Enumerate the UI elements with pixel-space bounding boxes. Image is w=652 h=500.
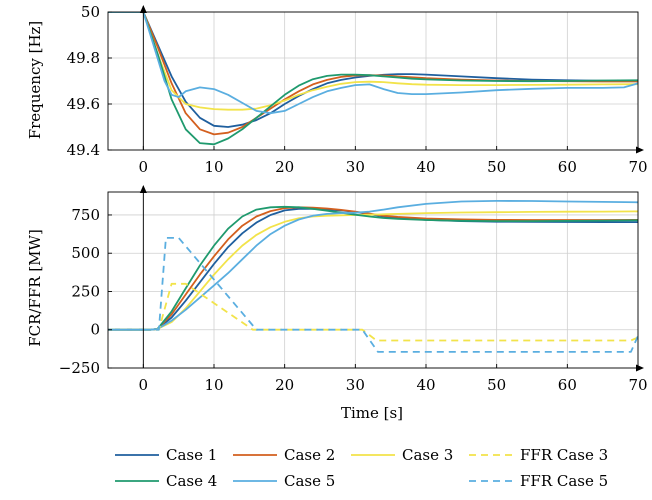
frequency-plot: Frequency [Hz] 0 10 20 30 40 50 60 70 49.4 49.6 49…	[26, 3, 648, 176]
series-line-case-5	[108, 200, 638, 331]
legend-label: Case 2	[284, 446, 335, 464]
power-plot: FCR/FFR [MW] Time [s] 0 10 20 30 40 50 60 70 −25…	[26, 185, 648, 422]
x-axis-arrow	[636, 364, 644, 372]
series-line-case-1	[108, 207, 638, 331]
series-line-case-2	[108, 12, 638, 136]
series-line-ffr-case-5	[108, 237, 638, 353]
x-axis-arrow	[636, 146, 644, 154]
power-axis-title: FCR/FFR [MW]	[26, 229, 44, 347]
legend-label: Case 5	[284, 472, 335, 490]
y-tick-label: 49.4	[67, 141, 100, 159]
y-axis-arrow	[139, 185, 147, 193]
y-tick-label: 0	[90, 321, 100, 339]
y-axis-arrow	[139, 5, 147, 13]
y-tick-label: 50	[81, 3, 100, 21]
x-tick-label: 60	[558, 158, 577, 176]
x-tick-label: 40	[416, 158, 435, 176]
y-tick-label: 750	[71, 206, 100, 224]
x-tick-label: 20	[275, 158, 294, 176]
x-tick-label: 70	[628, 158, 647, 176]
y-tick-label: 250	[71, 282, 100, 300]
legend-label: Case 4	[166, 472, 217, 490]
x-tick-label: 40	[416, 376, 435, 394]
x-tick-label: 60	[558, 376, 577, 394]
x-tick-label: 30	[346, 376, 365, 394]
series-line-ffr-case-3	[108, 282, 638, 342]
y-tick-label: 49.6	[67, 95, 100, 113]
series-line-case-3	[108, 210, 638, 331]
frequency-axis-title: Frequency [Hz]	[26, 21, 44, 140]
x-tick-label: 50	[487, 158, 506, 176]
x-tick-label: 30	[346, 158, 365, 176]
legend-label: Case 3	[402, 446, 453, 464]
y-tick-label: −250	[59, 359, 100, 377]
y-tick-label: 500	[71, 244, 100, 262]
x-tick-label: 70	[628, 376, 647, 394]
series-line-case-3	[108, 12, 638, 111]
x-tick-label: 20	[275, 376, 294, 394]
x-tick-label: 0	[139, 158, 149, 176]
x-tick-label: 0	[139, 376, 149, 394]
legend: Case 1 Case 2 Case 3 FFR Case 3 Case 4 Case 5…	[115, 446, 608, 490]
legend-label: Case 1	[166, 446, 217, 464]
x-tick-label: 10	[204, 158, 223, 176]
plot-frame	[107, 11, 639, 151]
legend-label: FFR Case 5	[520, 472, 608, 490]
y-tick-label: 49.8	[67, 49, 100, 67]
series-line-case-2	[108, 206, 638, 331]
x-tick-label: 10	[204, 376, 223, 394]
series-line-case-1	[108, 12, 638, 128]
time-axis-title: Time [s]	[341, 404, 403, 422]
plot-frame	[107, 191, 639, 369]
series-line-case-5	[108, 12, 638, 115]
series-line-case-4	[108, 12, 638, 146]
legend-label: FFR Case 3	[520, 446, 608, 464]
x-tick-label: 50	[487, 376, 506, 394]
series-line-case-4	[108, 205, 638, 331]
